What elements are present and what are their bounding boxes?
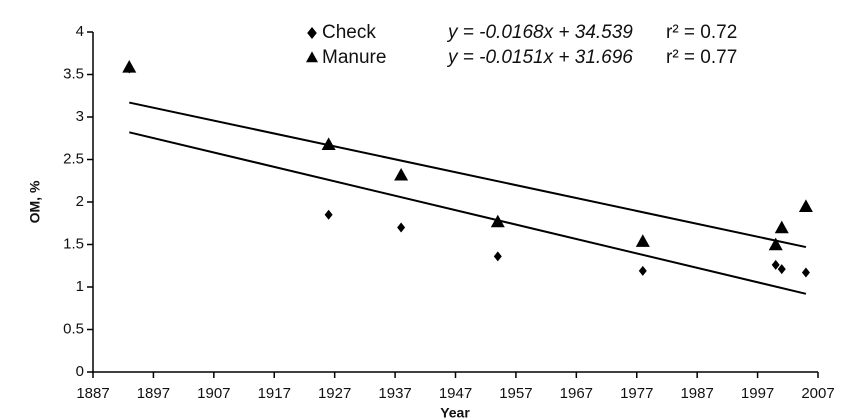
x-tick-label: 1917 (258, 385, 291, 402)
x-tick-label: 1967 (560, 385, 593, 402)
x-tick-label: 1957 (499, 385, 532, 402)
x-tick-label: 1987 (680, 385, 713, 402)
legend-label: Check (322, 22, 376, 43)
x-tick-label: 1997 (741, 385, 774, 402)
marker (771, 259, 780, 270)
marker (768, 237, 783, 251)
y-tick-label: 2.5 (63, 150, 84, 167)
x-tick-label: 1927 (318, 385, 351, 402)
marker (798, 199, 813, 212)
marker (801, 267, 810, 278)
marker (777, 264, 786, 275)
marker (321, 137, 336, 150)
marker (394, 167, 409, 181)
marker (493, 251, 502, 262)
marker (635, 234, 650, 247)
marker (397, 222, 406, 233)
y-tick-label: 4 (76, 23, 84, 40)
x-tick-label: 2007 (801, 385, 834, 402)
x-tick-label: 1887 (76, 385, 109, 402)
x-tick-label: 1897 (137, 385, 170, 402)
y-tick-label: 1.5 (63, 235, 84, 252)
legend-marker (307, 27, 317, 39)
equation: y = -0.0168x + 34.539 (446, 22, 633, 43)
y-tick-label: 3 (76, 108, 84, 125)
equation: y = -0.0151x + 31.696 (446, 47, 633, 68)
marker (490, 214, 505, 228)
y-tick-label: 2 (76, 193, 84, 210)
y-tick-label: 0.5 (63, 320, 84, 337)
marker (774, 220, 789, 234)
legend-label: Manure (322, 47, 386, 68)
marker (122, 60, 137, 73)
x-tick-label: 1947 (439, 385, 472, 402)
y-axis-title: OM, % (27, 180, 43, 223)
legend-marker (306, 51, 318, 63)
y-tick-label: 3.5 (63, 65, 84, 82)
y-tick-label: 0 (76, 363, 84, 380)
r-squared: r² = 0.77 (666, 47, 737, 68)
trend-line (129, 101, 807, 249)
x-tick-label: 1937 (378, 385, 411, 402)
marker (324, 209, 333, 220)
y-tick-label: 1 (76, 278, 84, 295)
x-tick-label: 1907 (197, 385, 230, 402)
marker (638, 265, 647, 276)
r-squared: r² = 0.72 (666, 22, 737, 43)
x-tick-label: 1977 (620, 385, 653, 402)
x-axis-title: Year (440, 405, 470, 420)
trend-line (129, 131, 807, 295)
